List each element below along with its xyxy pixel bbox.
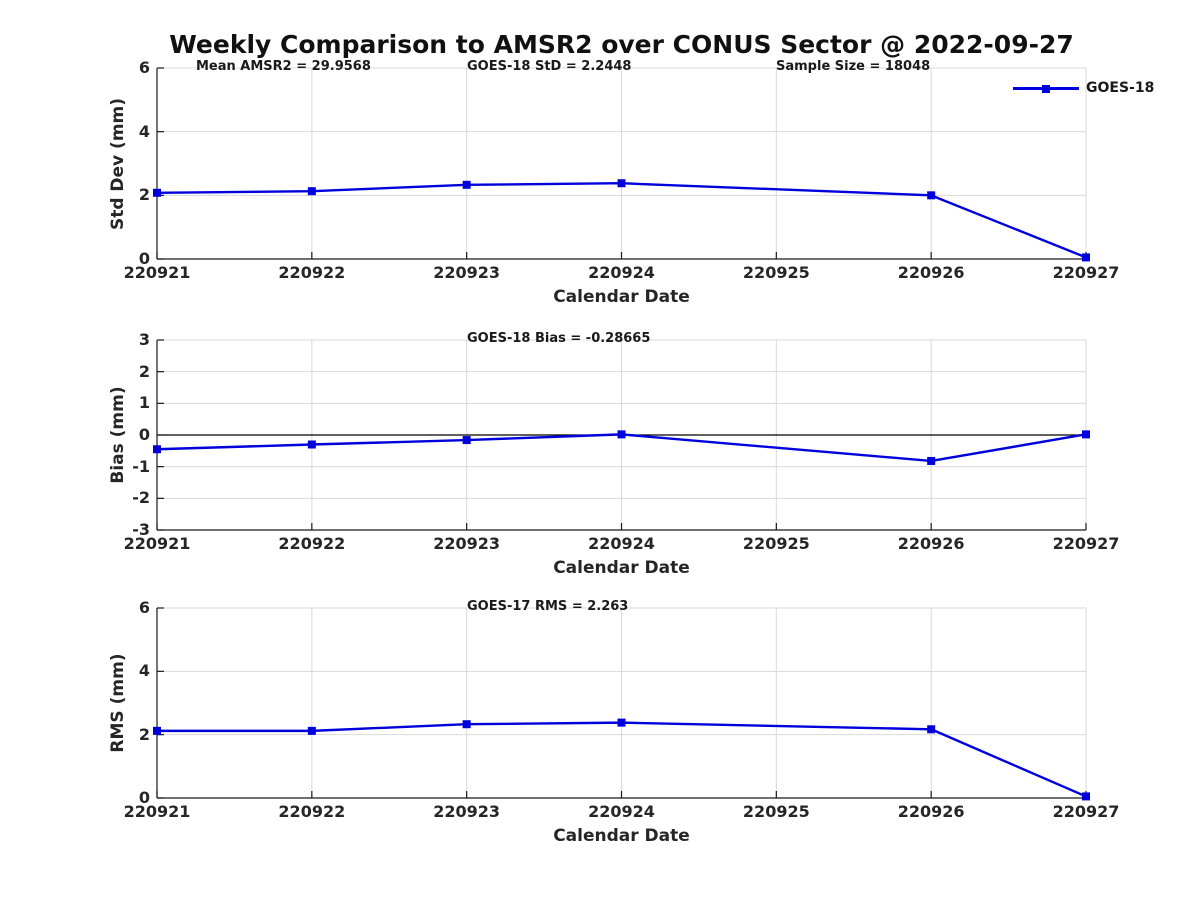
y-tick-label: 4 bbox=[138, 121, 150, 141]
data-point-marker bbox=[1082, 792, 1090, 801]
x-tick-label: 220926 bbox=[897, 802, 965, 821]
y-tick-label: 6 bbox=[138, 598, 150, 617]
y-tick-label: 4 bbox=[138, 661, 150, 681]
y-tick-label: 6 bbox=[138, 58, 150, 77]
x-tick-label: 220927 bbox=[1052, 802, 1120, 821]
data-point-marker bbox=[1082, 430, 1090, 439]
data-point-marker bbox=[462, 720, 471, 729]
y-tick-label: 2 bbox=[138, 185, 150, 205]
x-tick-label: 220923 bbox=[433, 534, 501, 553]
data-point-marker bbox=[462, 180, 471, 189]
x-tick-label: 220921 bbox=[123, 802, 191, 821]
x-tick-label: 220927 bbox=[1052, 263, 1120, 282]
y-tick-label: 0 bbox=[138, 425, 150, 444]
data-point-marker bbox=[617, 430, 626, 439]
data-line bbox=[157, 721, 1087, 798]
data-point-marker bbox=[617, 179, 626, 188]
x-tick-label: 220921 bbox=[123, 263, 191, 282]
x-tick-label: 220925 bbox=[742, 802, 810, 821]
x-axis-label: Calendar Date bbox=[553, 826, 690, 846]
data-point-marker bbox=[153, 188, 161, 197]
x-axis-label: Calendar Date bbox=[553, 287, 690, 307]
y-tick-label: 2 bbox=[138, 724, 150, 744]
x-tick-label: 220927 bbox=[1052, 534, 1120, 553]
x-tick-label: 220922 bbox=[278, 263, 346, 282]
x-tick-label: 220925 bbox=[742, 263, 810, 282]
y-tick-label: 0 bbox=[138, 249, 150, 268]
data-line bbox=[156, 433, 1087, 463]
y-axis-label: Std Dev (mm) bbox=[108, 97, 128, 230]
x-tick-label: 220926 bbox=[897, 263, 965, 282]
data-line bbox=[156, 182, 1087, 259]
data-point-marker bbox=[307, 726, 316, 735]
y-tick-label: -2 bbox=[132, 488, 150, 508]
y-tick-label: -3 bbox=[132, 520, 150, 539]
x-axis-label: Calendar Date bbox=[553, 558, 690, 578]
subplot-annotation: GOES-18 StD = 2.2448 bbox=[467, 59, 632, 74]
x-tick-label: 220921 bbox=[123, 534, 191, 553]
subplot-annotation: GOES-18 Bias = -0.28665 bbox=[467, 331, 651, 346]
y-tick-label: 0 bbox=[138, 788, 150, 807]
legend-label: GOES-18 bbox=[1086, 80, 1155, 96]
y-tick-label: -1 bbox=[132, 456, 150, 476]
data-point-marker bbox=[153, 726, 161, 735]
x-tick-label: 220923 bbox=[433, 802, 501, 821]
y-tick-label: 1 bbox=[138, 393, 150, 413]
x-tick-label: 220922 bbox=[278, 534, 346, 553]
x-tick-label: 220923 bbox=[433, 263, 501, 282]
x-tick-label: 220924 bbox=[588, 534, 655, 553]
data-point-marker bbox=[1082, 253, 1090, 262]
subplot-annotation: GOES-17 RMS = 2.263 bbox=[467, 599, 629, 614]
subplot-annotation: Mean AMSR2 = 29.9568 bbox=[196, 59, 371, 74]
x-tick-label: 220924 bbox=[588, 802, 655, 821]
data-point-marker bbox=[462, 436, 471, 445]
x-tick-label: 220925 bbox=[742, 534, 810, 553]
subplot-annotation: Sample Size = 18048 bbox=[776, 59, 931, 74]
y-axis-label: RMS (mm) bbox=[108, 653, 128, 753]
y-tick-label: 3 bbox=[138, 330, 150, 349]
data-point-marker bbox=[927, 191, 936, 200]
legend-marker bbox=[1042, 84, 1050, 93]
legend-line-sample bbox=[1013, 84, 1079, 93]
y-axis-label: Bias (mm) bbox=[108, 386, 128, 484]
data-point-marker bbox=[617, 718, 626, 727]
data-point-marker bbox=[927, 725, 936, 734]
x-tick-label: 220922 bbox=[278, 802, 346, 821]
y-tick-label: 2 bbox=[138, 361, 150, 381]
data-point-marker bbox=[927, 456, 936, 465]
data-point-marker bbox=[153, 445, 161, 454]
chart-title: Weekly Comparison to AMSR2 over CONUS Se… bbox=[169, 30, 1074, 59]
x-tick-label: 220926 bbox=[897, 534, 965, 553]
x-tick-label: 220924 bbox=[588, 263, 655, 282]
data-point-marker bbox=[307, 440, 316, 449]
data-point-marker bbox=[307, 187, 316, 196]
legend: GOES-18 bbox=[1013, 79, 1154, 97]
